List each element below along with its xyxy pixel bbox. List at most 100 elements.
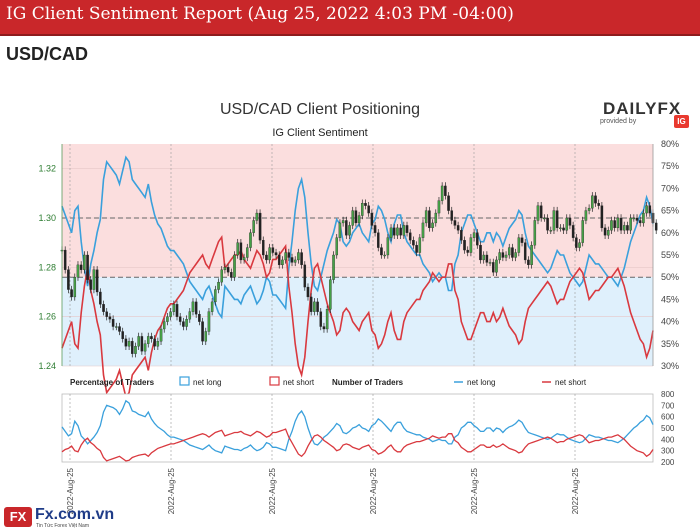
price-candle bbox=[482, 254, 485, 261]
price-candle bbox=[290, 257, 294, 263]
price-candle bbox=[284, 252, 287, 261]
fx-watermark-site: Fx.com.vn bbox=[35, 506, 115, 523]
price-candle bbox=[108, 316, 112, 320]
price-candle bbox=[476, 232, 479, 246]
count-axis-tick-label: 700 bbox=[661, 401, 675, 410]
right-axis-tick-label: 55% bbox=[661, 250, 679, 260]
price-candle bbox=[543, 217, 546, 220]
right-axis-tick-label: 30% bbox=[661, 361, 679, 371]
price-candle bbox=[434, 212, 438, 224]
price-candle bbox=[249, 232, 252, 248]
price-candle bbox=[210, 301, 214, 312]
price-candle bbox=[226, 267, 230, 273]
price-candle bbox=[424, 210, 428, 224]
price-candle bbox=[654, 222, 658, 231]
price-candle bbox=[571, 225, 575, 238]
price-candle bbox=[552, 210, 556, 231]
dailyfx-logo: DAILYFX bbox=[603, 99, 682, 118]
price-candle bbox=[127, 341, 131, 347]
price-candle bbox=[396, 227, 399, 236]
count-axis-tick-label: 600 bbox=[661, 413, 675, 422]
price-candle bbox=[613, 220, 616, 229]
price-candle bbox=[603, 227, 607, 236]
price-candle bbox=[67, 269, 70, 290]
price-candle bbox=[520, 237, 524, 243]
price-candle bbox=[607, 230, 610, 236]
price-candle bbox=[428, 210, 431, 229]
price-candle bbox=[527, 259, 530, 266]
price-candle bbox=[223, 267, 227, 270]
net-short-line bbox=[61, 235, 654, 399]
legend-label: net short bbox=[555, 378, 587, 387]
price-candle bbox=[134, 346, 137, 354]
price-candle bbox=[265, 254, 268, 261]
price-candle bbox=[456, 225, 460, 231]
price-candle bbox=[415, 244, 418, 253]
right-axis-tick-label: 70% bbox=[661, 183, 679, 193]
price-candle bbox=[95, 269, 99, 293]
right-axis-tick-label: 35% bbox=[661, 339, 679, 349]
price-candle bbox=[252, 220, 255, 233]
price-candle bbox=[549, 230, 553, 232]
price-candle bbox=[76, 264, 80, 278]
x-axis-date-label: 2022-Aug-25 bbox=[470, 467, 479, 514]
price-candle bbox=[447, 195, 450, 211]
x-axis-date-label: 2022-Aug-25 bbox=[369, 467, 378, 514]
price-candle bbox=[182, 321, 185, 327]
price-candle bbox=[380, 247, 383, 256]
price-candle bbox=[140, 336, 144, 352]
price-candle bbox=[297, 252, 300, 261]
left-axis-tick-label: 1.32 bbox=[38, 164, 56, 174]
price-candle bbox=[610, 220, 613, 231]
main-price-chart: 1.24 1.26 1.28 1.30 1.32 30% 35% 40% 45% 50% 55% 60… bbox=[38, 139, 679, 399]
price-candle bbox=[73, 277, 77, 298]
price-candle bbox=[309, 296, 313, 312]
price-candle bbox=[479, 244, 482, 261]
price-candle bbox=[370, 212, 374, 226]
price-candle bbox=[514, 252, 517, 258]
price-candle bbox=[281, 259, 284, 266]
price-candle bbox=[341, 220, 345, 224]
price-candle bbox=[124, 338, 128, 347]
price-candle bbox=[361, 203, 364, 216]
right-axis-tick-label: 40% bbox=[661, 317, 679, 327]
price-candle bbox=[584, 210, 588, 221]
price-candle bbox=[258, 212, 262, 241]
provided-by-text: provided by bbox=[600, 118, 637, 125]
price-candle bbox=[587, 207, 591, 211]
price-candle bbox=[591, 195, 594, 209]
right-axis-tick-label: 60% bbox=[661, 228, 679, 238]
price-candle bbox=[156, 341, 160, 347]
count-panel bbox=[61, 393, 654, 463]
price-candle bbox=[597, 203, 600, 206]
price-candle bbox=[70, 289, 73, 298]
price-candle bbox=[578, 242, 581, 248]
price-candle bbox=[600, 205, 604, 229]
price-candle bbox=[217, 281, 220, 290]
price-candle bbox=[453, 220, 457, 226]
price-candle bbox=[277, 254, 281, 266]
right-axis-tick-label: 75% bbox=[661, 161, 679, 171]
left-axis-tick-label: 1.24 bbox=[38, 361, 56, 371]
price-candle bbox=[332, 254, 335, 280]
price-candle bbox=[594, 195, 597, 204]
price-candle bbox=[150, 336, 153, 340]
price-candle bbox=[293, 259, 297, 263]
price-candle bbox=[469, 237, 473, 253]
price-candle bbox=[408, 232, 412, 241]
count-axis-tick-label: 400 bbox=[661, 435, 675, 444]
price-candle bbox=[172, 304, 176, 312]
net-long-count-line bbox=[61, 399, 654, 454]
price-candle bbox=[626, 225, 629, 231]
price-candle bbox=[153, 338, 156, 347]
price-candle bbox=[642, 212, 645, 224]
x-axis-date-label: 2022-Aug-25 bbox=[268, 467, 277, 514]
price-candle bbox=[622, 225, 626, 231]
price-candle bbox=[338, 222, 342, 238]
price-candle bbox=[137, 336, 140, 347]
x-axis-date-label: 2022-Aug-25 bbox=[167, 467, 176, 514]
price-candle bbox=[335, 237, 339, 256]
price-candle bbox=[99, 291, 102, 305]
price-candle bbox=[632, 217, 636, 220]
